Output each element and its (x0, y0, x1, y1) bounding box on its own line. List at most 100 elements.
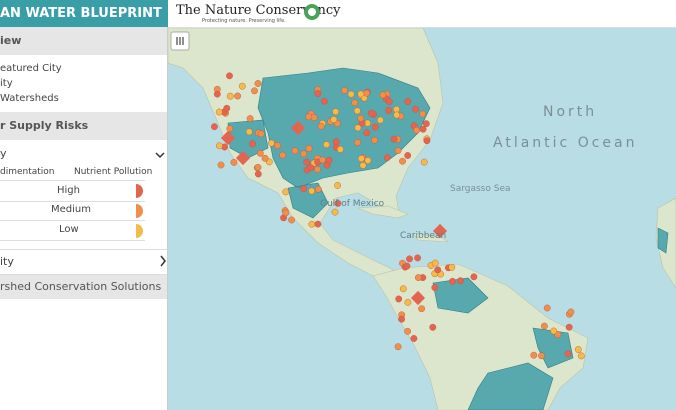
risk-marker[interactable] (383, 154, 391, 162)
risk-marker[interactable] (331, 208, 339, 216)
risk-marker[interactable] (394, 147, 402, 155)
risk-marker[interactable] (300, 185, 308, 193)
risk-marker[interactable] (254, 80, 262, 87)
risk-marker[interactable] (371, 136, 379, 144)
risk-marker[interactable] (419, 125, 427, 133)
risk-marker[interactable] (314, 185, 322, 193)
risk-marker[interactable] (404, 152, 412, 159)
risk-marker[interactable] (238, 82, 246, 90)
dropdown[interactable]: y (0, 147, 7, 160)
city-marker[interactable] (290, 120, 306, 136)
risk-marker[interactable] (423, 137, 431, 145)
risk-marker[interactable] (470, 273, 478, 281)
chevron-right[interactable] (159, 255, 167, 267)
risk-marker[interactable] (367, 109, 375, 117)
risk-marker[interactable] (245, 128, 253, 136)
risk-marker[interactable] (420, 158, 428, 166)
risk-marker[interactable] (254, 170, 262, 178)
risk-marker[interactable] (332, 108, 340, 116)
risk-marker[interactable] (577, 352, 585, 360)
risk-marker[interactable] (300, 150, 308, 158)
risk-marker[interactable] (357, 114, 365, 122)
risk-marker[interactable] (395, 295, 403, 303)
section-header[interactable]: rshed Conservation Solutions (0, 275, 167, 299)
risk-marker[interactable] (325, 156, 333, 164)
risk-marker[interactable] (543, 304, 551, 312)
risk-marker[interactable] (216, 142, 223, 150)
risk-marker[interactable] (215, 108, 223, 116)
risk-marker[interactable] (341, 87, 348, 94)
risk-marker[interactable] (376, 116, 384, 124)
risk-marker[interactable] (282, 188, 290, 196)
risk-marker[interactable] (261, 154, 269, 162)
risk-marker[interactable] (564, 350, 572, 358)
risk-marker[interactable] (307, 164, 315, 172)
risk-marker[interactable] (399, 157, 406, 165)
risk-marker[interactable] (282, 209, 290, 217)
risk-marker[interactable] (308, 220, 316, 228)
risk-marker[interactable] (317, 122, 325, 130)
menu-row[interactable]: ity (0, 249, 167, 275)
layer-item[interactable]: eatured City (0, 63, 62, 74)
risk-marker[interactable] (288, 216, 296, 224)
risk-marker[interactable] (422, 120, 430, 128)
risk-marker[interactable] (456, 277, 464, 285)
risk-marker[interactable] (234, 92, 242, 100)
risk-marker[interactable] (574, 346, 582, 353)
risk-marker[interactable] (305, 145, 313, 152)
risk-marker[interactable] (226, 92, 234, 100)
risk-marker[interactable] (320, 97, 328, 105)
risk-marker[interactable] (399, 285, 407, 293)
risk-marker[interactable] (363, 89, 371, 97)
risk-marker[interactable] (314, 220, 322, 228)
map[interactable]: North Atlantic Ocean Sargasso Sea Gulf o… (168, 28, 676, 410)
section-header[interactable]: r Supply Risks (0, 112, 167, 140)
risk-marker[interactable] (211, 123, 218, 131)
risk-marker[interactable] (353, 107, 361, 115)
risk-marker[interactable] (419, 110, 427, 118)
risk-marker[interactable] (357, 90, 365, 98)
risk-marker[interactable] (371, 123, 379, 131)
risk-marker[interactable] (364, 157, 372, 164)
chevron-down[interactable] (155, 151, 165, 159)
risk-marker[interactable] (403, 262, 411, 270)
risk-marker[interactable] (310, 114, 318, 121)
risk-marker[interactable] (414, 254, 422, 262)
risk-marker[interactable] (540, 322, 548, 330)
risk-marker[interactable] (354, 124, 362, 132)
risk-marker[interactable] (347, 90, 355, 98)
risk-marker[interactable] (390, 135, 398, 143)
risk-marker[interactable] (393, 105, 400, 113)
risk-marker[interactable] (448, 263, 456, 271)
risk-marker[interactable] (354, 139, 361, 146)
risk-marker[interactable] (314, 90, 322, 97)
risk-marker[interactable] (414, 274, 422, 282)
risk-marker[interactable] (406, 255, 413, 263)
risk-marker[interactable] (246, 115, 254, 123)
risk-marker[interactable] (249, 140, 256, 148)
logo[interactable]: The Nature Conservancy (176, 3, 341, 18)
risk-marker[interactable] (404, 327, 412, 335)
risk-marker[interactable] (314, 165, 321, 173)
risk-marker[interactable] (318, 156, 326, 164)
risk-marker[interactable] (351, 99, 359, 107)
risk-marker[interactable] (393, 111, 401, 119)
layer-item[interactable]: ity (0, 78, 13, 89)
city-marker[interactable] (432, 223, 448, 239)
risk-marker[interactable] (230, 158, 238, 166)
risk-marker[interactable] (398, 315, 406, 323)
risk-marker[interactable] (565, 323, 573, 331)
risk-marker[interactable] (410, 335, 418, 342)
risk-marker[interactable] (334, 199, 342, 207)
risk-marker[interactable] (217, 161, 225, 169)
layer-item[interactable]: Watersheds (0, 93, 59, 104)
risk-marker[interactable] (431, 259, 439, 267)
risk-marker[interactable] (308, 187, 316, 195)
risk-marker[interactable] (303, 158, 311, 166)
risk-marker[interactable] (336, 145, 344, 153)
risk-marker[interactable] (256, 149, 264, 157)
risk-marker[interactable] (251, 87, 258, 95)
risk-marker[interactable] (550, 327, 558, 335)
risk-marker[interactable] (434, 266, 442, 274)
risk-marker[interactable] (226, 125, 234, 133)
